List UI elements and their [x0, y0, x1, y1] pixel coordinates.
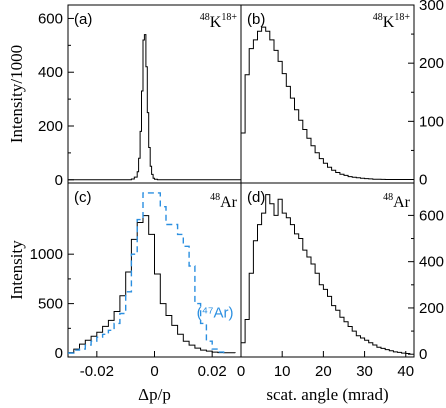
panel-c-nuclide-mass: 48 — [210, 192, 220, 203]
panel-d-nuclide-mass: 48 — [383, 192, 393, 203]
panel-b-nuclide-symbol: K — [383, 14, 395, 31]
panel-b-ytick-label-0: 0 — [419, 172, 427, 189]
axis-titles: Intensity/1000 Intensity Δp/p scat. angle (… — [7, 45, 389, 404]
panel-a-ylabel: Intensity/1000 — [7, 45, 26, 143]
panel-b-ytick-label-3: 300 — [419, 0, 444, 14]
panel-b: 0 100 200 300 (b) 48K18+ — [240, 0, 444, 189]
panel-c-xtick-label-0: -0.02 — [80, 363, 114, 380]
panel-c-xlabel: Δp/p — [138, 385, 171, 404]
panel-b-nuclide-charge: 18+ — [394, 12, 410, 23]
panel-c-ylabel: Intensity — [7, 240, 26, 300]
panel-a-nuclide-symbol: K — [210, 14, 222, 31]
panel-a-nuclide: 48K18+ — [200, 12, 238, 31]
panel-d-ytick-label-0: 0 — [419, 346, 427, 363]
panel-c-xtick-label-2: 0.02 — [198, 363, 227, 380]
panel-d-nuclide: 48Ar — [383, 192, 411, 211]
panel-c-xtick-label-1: 0 — [150, 363, 158, 380]
panel-c-series-1 — [68, 192, 225, 354]
panel-c-ytick-label-1: 500 — [38, 296, 63, 313]
panel-b-ytick-label-1: 100 — [419, 113, 444, 130]
panel-c-annotation: (⁴⁷Ar) — [197, 304, 234, 321]
panel-c-label: (c) — [74, 189, 92, 206]
panel-d-xtick-label-2: 20 — [315, 363, 332, 380]
panel-d-xtick-label-3: 30 — [356, 363, 373, 380]
panel-d-nuclide-symbol: Ar — [393, 194, 411, 211]
panel-a-frame — [67, 4, 242, 184]
panel-d: 0 200 400 600 0 10 20 30 40 (d) 48Ar — [237, 182, 444, 380]
panel-d-xtick-label-0: 0 — [237, 363, 245, 380]
panel-a-ytick-label-1: 200 — [38, 118, 63, 135]
panel-a-ytick-label-0: 0 — [55, 172, 63, 189]
panel-c: 0 500 1000 -0.02 0 0.02 (c) 48Ar (⁴⁷Ar) — [30, 182, 242, 380]
panel-d-xtick-label-4: 40 — [397, 363, 414, 380]
panel-d-ytick-label-1: 200 — [419, 300, 444, 317]
panel-b-ytick-label-2: 200 — [419, 55, 444, 72]
panel-b-label: (b) — [247, 11, 265, 28]
panel-d-xtick-label-1: 10 — [274, 363, 291, 380]
panel-a-ytick-label-2: 400 — [38, 64, 63, 81]
panel-c-ytick-label-2: 1000 — [30, 246, 63, 263]
panel-a-nuclide-mass: 48 — [200, 12, 210, 23]
panel-d-ytick-label-2: 400 — [419, 254, 444, 271]
panel-a-series-0 — [68, 34, 241, 181]
panel-b-nuclide: 48K18+ — [373, 12, 411, 31]
panel-c-nuclide: 48Ar — [210, 192, 238, 211]
panel-d-label: (d) — [247, 189, 265, 206]
panel-a-label: (a) — [74, 11, 92, 28]
panel-b-series-0 — [241, 26, 414, 180]
panel-c-series-0 — [68, 215, 236, 354]
panel-a: 0 200 400 600 (a) 48K18+ — [38, 4, 242, 189]
panel-c-nuclide-symbol: Ar — [220, 194, 238, 211]
panel-a-nuclide-charge: 18+ — [221, 12, 237, 23]
panel-d-series-0 — [241, 194, 411, 354]
panel-d-frame — [240, 182, 415, 358]
panel-d-ytick-label-3: 600 — [419, 207, 444, 224]
panel-b-nuclide-mass: 48 — [373, 12, 383, 23]
panel-c-ytick-label-0: 0 — [55, 345, 63, 362]
panel-a-ytick-label-3: 600 — [38, 10, 63, 27]
panel-d-xlabel: scat. angle (mrad) — [266, 385, 388, 404]
